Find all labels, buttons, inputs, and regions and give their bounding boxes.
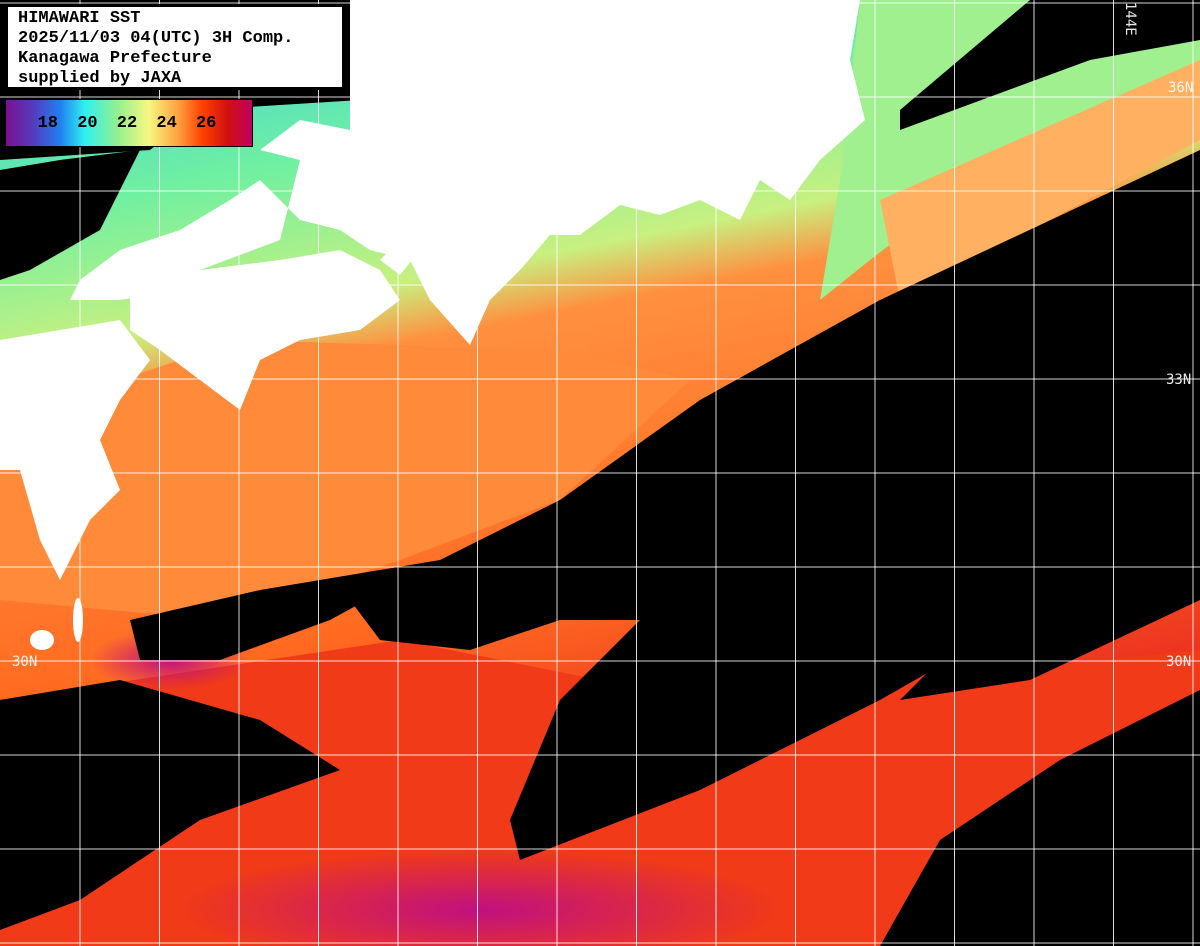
colorbar-tick: 26 (195, 113, 217, 133)
cloud-area (0, 150, 140, 280)
title-provider: Kanagawa Prefecture (18, 49, 212, 68)
colorbar-tick: 24 (156, 113, 177, 133)
title-product: HIMAWARI SST (18, 9, 141, 28)
cloud-area (0, 680, 340, 930)
colorbar-tick: 22 (116, 113, 138, 133)
land-honshu (70, 0, 865, 345)
land-shikoku (130, 250, 400, 410)
title-box: HIMAWARI SST 2025/11/03 04(UTC) 3H Comp.… (5, 4, 345, 90)
colorbar-tick: 20 (77, 113, 98, 133)
lon-label-144e: 144E (1122, 2, 1138, 36)
land-awaji (380, 240, 420, 275)
cloud-area (350, 150, 1200, 860)
lat-label-30n: 30N (1166, 654, 1192, 670)
warm-kuroshio-area (0, 340, 690, 620)
cloud-area (900, 560, 1200, 700)
lat-label-36n: 36N (1168, 80, 1194, 96)
title-datetime: 2025/11/03 04(UTC) 3H Comp. (18, 29, 294, 48)
lat-label-33-left: 33 (12, 372, 29, 388)
cloud-area (880, 690, 1200, 946)
land-kyushu (0, 320, 150, 580)
warm-streak-northeast (880, 60, 1200, 300)
temperature-colorbar: 18 20 22 24 26 (5, 99, 253, 147)
lat-label-33n: 33N (1166, 372, 1192, 388)
title-source: supplied by JAXA (18, 69, 182, 88)
lat-label-30n-left: 30N (12, 654, 38, 670)
purple-warm-patch (180, 850, 780, 946)
land-island (30, 630, 54, 650)
colorbar-tick: 18 (37, 113, 58, 133)
cloud-area (130, 560, 440, 660)
lon-label-136e: 136E (482, 2, 498, 36)
land-island (73, 598, 83, 642)
